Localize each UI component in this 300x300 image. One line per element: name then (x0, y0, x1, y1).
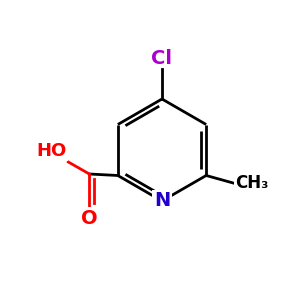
Text: O: O (81, 208, 98, 227)
Text: HO: HO (37, 142, 67, 160)
Text: Cl: Cl (152, 49, 172, 68)
Text: N: N (154, 191, 170, 211)
Text: CH₃: CH₃ (235, 174, 268, 192)
